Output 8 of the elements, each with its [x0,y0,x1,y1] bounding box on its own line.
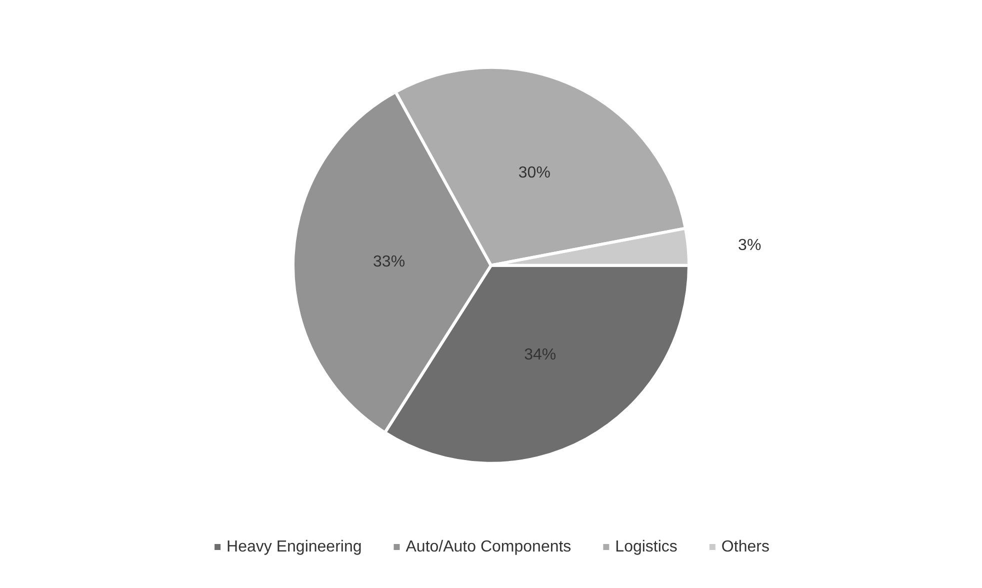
legend-label: Heavy Engineering [226,538,362,556]
legend-label: Others [721,538,770,556]
legend-label: Logistics [615,538,678,556]
data-label: 3% [738,236,762,254]
data-label: 34% [524,346,556,364]
legend-label: Auto/Auto Components [406,538,572,556]
data-label: 30% [518,164,550,182]
data-label: 33% [373,254,406,271]
